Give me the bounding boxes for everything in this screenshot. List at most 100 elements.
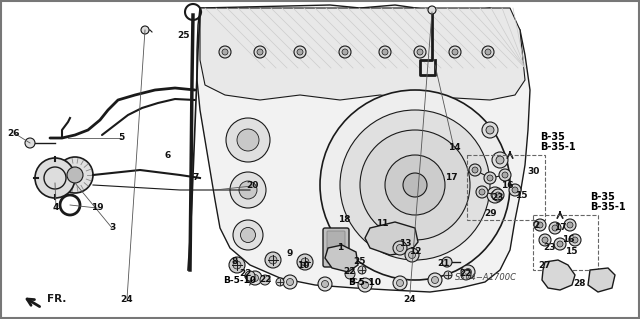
- Text: 14: 14: [448, 144, 460, 152]
- Circle shape: [230, 172, 266, 208]
- Polygon shape: [542, 260, 575, 290]
- Text: 10: 10: [297, 261, 309, 270]
- Circle shape: [492, 152, 508, 168]
- Text: 7: 7: [193, 173, 199, 182]
- Text: 15: 15: [515, 191, 527, 201]
- Circle shape: [542, 237, 548, 243]
- Text: 13: 13: [399, 239, 412, 248]
- Circle shape: [465, 269, 472, 276]
- Circle shape: [318, 277, 332, 291]
- Text: 25: 25: [177, 32, 189, 41]
- Text: 22: 22: [259, 276, 271, 285]
- Circle shape: [233, 220, 263, 250]
- Text: 23: 23: [491, 194, 503, 203]
- Circle shape: [461, 270, 471, 280]
- Circle shape: [297, 49, 303, 55]
- Polygon shape: [325, 245, 358, 272]
- Text: 26: 26: [8, 129, 20, 137]
- Circle shape: [379, 46, 391, 58]
- Circle shape: [509, 184, 521, 196]
- Circle shape: [461, 265, 475, 279]
- Circle shape: [222, 49, 228, 55]
- Circle shape: [539, 234, 551, 246]
- Text: 23: 23: [544, 243, 556, 253]
- Circle shape: [269, 256, 277, 264]
- Circle shape: [417, 49, 423, 55]
- Circle shape: [569, 234, 581, 246]
- Circle shape: [257, 49, 263, 55]
- Circle shape: [567, 222, 573, 228]
- Polygon shape: [197, 5, 530, 292]
- Circle shape: [486, 126, 494, 134]
- Circle shape: [260, 275, 270, 285]
- Text: 6: 6: [165, 151, 171, 160]
- Circle shape: [487, 175, 493, 181]
- Circle shape: [485, 49, 491, 55]
- Text: B-35: B-35: [590, 192, 615, 202]
- Circle shape: [287, 278, 294, 286]
- Circle shape: [362, 281, 369, 288]
- Circle shape: [237, 129, 259, 151]
- Circle shape: [487, 187, 503, 203]
- Circle shape: [572, 237, 578, 243]
- Circle shape: [229, 257, 245, 273]
- Circle shape: [226, 118, 270, 162]
- Circle shape: [397, 244, 403, 251]
- Circle shape: [428, 6, 436, 14]
- Circle shape: [476, 186, 488, 198]
- Text: B-35: B-35: [540, 132, 565, 142]
- Circle shape: [385, 155, 445, 215]
- Circle shape: [452, 49, 458, 55]
- Circle shape: [495, 192, 501, 198]
- Circle shape: [502, 172, 508, 178]
- Circle shape: [444, 271, 452, 279]
- Circle shape: [252, 275, 259, 281]
- Text: 8: 8: [232, 257, 238, 266]
- Circle shape: [360, 130, 470, 240]
- Circle shape: [276, 278, 284, 286]
- Text: 17: 17: [445, 174, 458, 182]
- FancyBboxPatch shape: [323, 228, 349, 267]
- Text: 17: 17: [554, 224, 566, 233]
- Circle shape: [358, 278, 372, 292]
- Polygon shape: [200, 8, 525, 100]
- Text: 28: 28: [573, 278, 586, 287]
- Text: 5: 5: [118, 133, 124, 143]
- Circle shape: [442, 257, 452, 267]
- FancyBboxPatch shape: [327, 231, 345, 263]
- Text: 16: 16: [562, 235, 574, 244]
- Text: 16: 16: [500, 181, 513, 189]
- Circle shape: [382, 49, 388, 55]
- Circle shape: [512, 187, 518, 193]
- Circle shape: [403, 173, 427, 197]
- Circle shape: [265, 252, 281, 268]
- Text: 15: 15: [564, 247, 577, 256]
- Circle shape: [491, 191, 499, 199]
- Text: 18: 18: [338, 216, 350, 225]
- Text: B-5-10: B-5-10: [349, 278, 381, 287]
- Circle shape: [339, 46, 351, 58]
- Text: 9: 9: [287, 249, 293, 257]
- Polygon shape: [588, 268, 615, 292]
- Circle shape: [554, 238, 566, 250]
- Circle shape: [233, 261, 241, 269]
- Text: 19: 19: [91, 204, 103, 212]
- Circle shape: [397, 279, 403, 286]
- Text: 11: 11: [376, 219, 388, 227]
- Circle shape: [479, 189, 485, 195]
- Text: 12: 12: [409, 248, 421, 256]
- Circle shape: [239, 181, 257, 199]
- Circle shape: [283, 275, 297, 289]
- Circle shape: [469, 164, 481, 176]
- Circle shape: [35, 158, 75, 198]
- Circle shape: [428, 273, 442, 287]
- Circle shape: [321, 280, 328, 287]
- Text: 25: 25: [354, 256, 366, 265]
- Text: 21: 21: [438, 258, 451, 268]
- Circle shape: [496, 156, 504, 164]
- Circle shape: [245, 271, 255, 281]
- Circle shape: [431, 277, 438, 284]
- Text: 24: 24: [404, 294, 416, 303]
- Circle shape: [408, 251, 415, 258]
- Circle shape: [294, 46, 306, 58]
